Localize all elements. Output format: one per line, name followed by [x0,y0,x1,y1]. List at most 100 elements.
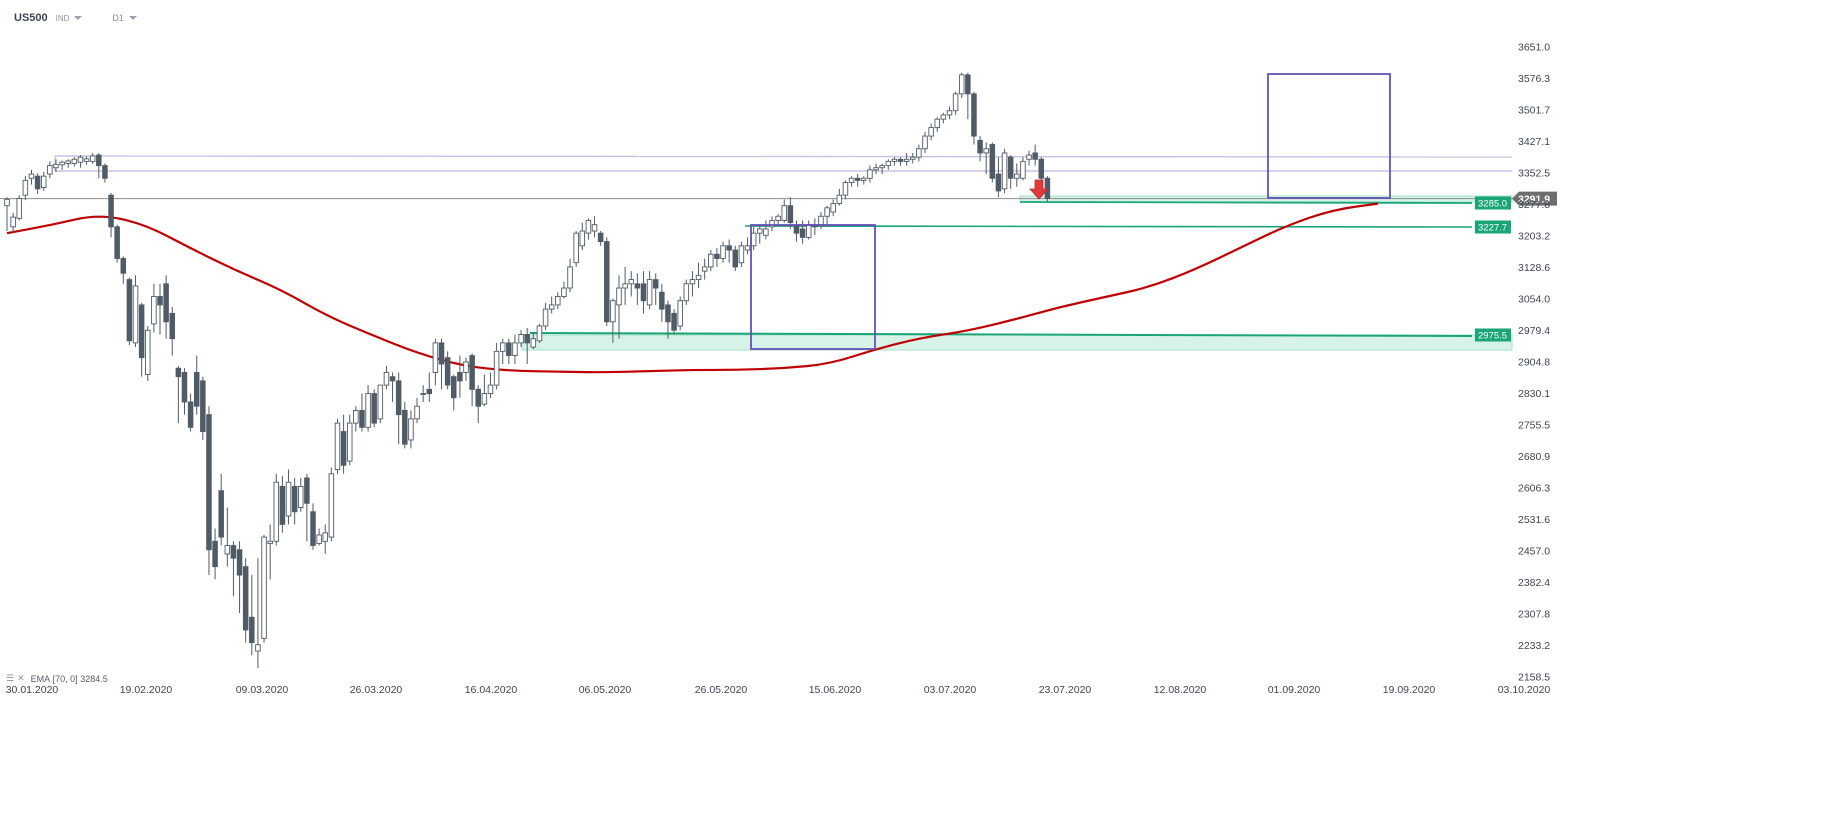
candle-body-up [346,422,353,462]
candle-body-up [934,118,940,129]
y-tick-label: 3203.2 [1518,231,1550,243]
candle [4,197,10,232]
candle-body-down [304,477,310,504]
candle [555,292,561,310]
candle [371,389,377,428]
candle-body-up [842,182,849,196]
candle-body-up [463,361,469,373]
candle-body-down [212,540,218,568]
candle-body-down [989,144,996,179]
candle [242,558,249,643]
candle-body-up [512,342,518,357]
candle-body-down [426,388,433,395]
candle-body-down [310,511,316,546]
candle [616,275,622,339]
candle-body-down [279,485,286,525]
candle-body-down [395,380,402,416]
candle [885,159,892,170]
candle [622,266,628,305]
candle-body-down [506,342,512,357]
close-icon[interactable]: ✕ [17,673,25,683]
candle [493,342,500,390]
x-tick-label: 06.05.2020 [579,684,632,696]
candle-body-up [4,198,10,207]
candle-body-down [200,380,206,432]
candle-body-down [181,371,188,403]
candle [903,152,910,166]
y-tick-label: 3427.1 [1518,136,1550,148]
candle [836,188,843,206]
candle-body-down [175,367,182,378]
candle [475,385,481,424]
candle-body-up [224,545,231,555]
candle-body-up [805,224,812,238]
candle [206,406,212,576]
candle [261,534,267,643]
candle [346,414,353,466]
candle [573,231,579,267]
candle [59,160,65,170]
candle-body-up [591,224,598,232]
candle [548,296,555,314]
candle-body-up [830,203,836,213]
y-tick-label: 2830.1 [1518,388,1550,400]
candle-body-up [946,110,953,116]
candle-body-up [65,160,71,164]
instrument-type-dropdown[interactable]: IND [56,14,83,23]
candle [193,355,200,415]
candle-body-up [928,127,934,137]
candle [977,136,983,162]
candle-body-up [377,384,384,420]
candle [763,220,769,240]
candle-body-up [567,266,573,289]
candle [750,226,757,251]
candle [665,300,671,339]
candle [432,338,439,386]
candle [291,477,298,525]
candle [377,384,384,424]
candle [236,541,243,614]
candle [408,410,414,449]
candle [952,91,959,115]
candle-body-up [40,175,47,189]
candle [830,199,836,217]
candle-body-down [659,291,665,310]
candle [506,338,512,365]
candle [359,393,365,432]
list-icon[interactable]: ☰ [6,673,15,683]
candle [744,237,751,255]
consolidation-box-september [1267,73,1391,199]
candle [230,541,237,597]
candle [132,275,139,348]
y-tick-label: 2382.4 [1518,577,1550,589]
candle-body-up [861,177,867,181]
candle [138,302,145,377]
level-tag: 3285.0 [1475,196,1511,210]
candle-body-up [383,371,390,386]
candle-body-down [524,334,530,344]
candle-body-up [499,342,506,352]
candle-body-up [628,279,634,285]
candle-body-up [267,540,273,544]
candle-body-down [897,158,904,162]
candle [120,256,127,284]
candle [757,224,763,244]
candle [965,72,971,120]
candle [842,180,849,200]
candle [444,351,451,390]
candle-body-up [769,220,775,228]
candle-body-up [1014,173,1020,179]
candle [597,231,604,246]
symbol-label[interactable]: US500 [14,12,48,24]
timeframe-dropdown[interactable]: D1 [112,13,137,23]
candle [628,271,634,297]
candle [77,155,84,168]
candle [518,330,524,348]
candle [187,393,194,432]
candle-body-up [1026,154,1032,160]
candle [848,176,855,187]
candle [383,366,390,390]
candle [683,279,690,305]
candle-body-down [34,175,41,190]
